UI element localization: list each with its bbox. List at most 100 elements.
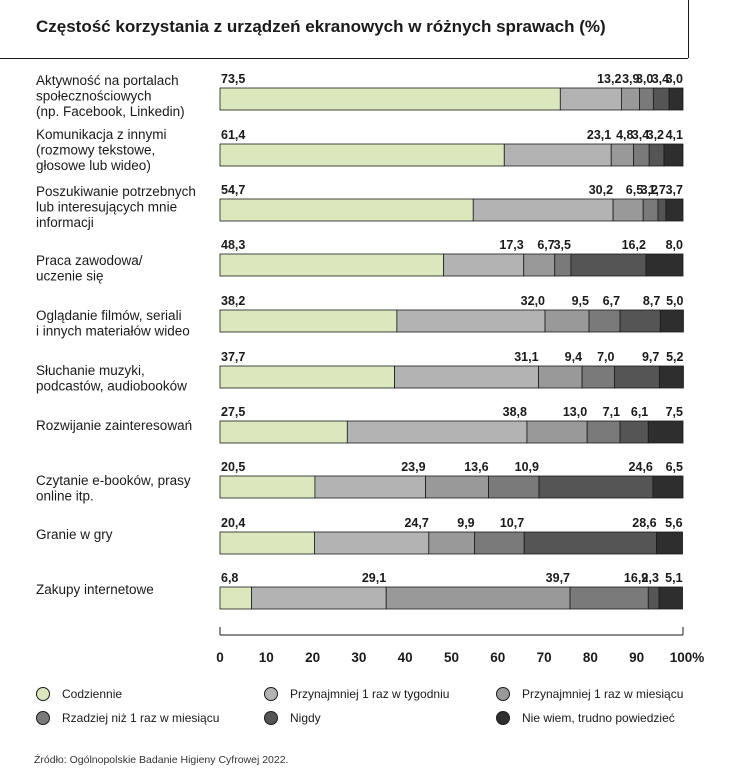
x-tick-label: 80 (583, 650, 598, 665)
category-label-line: Słuchanie muzyki, (36, 363, 145, 378)
bar-segment (219, 198, 474, 222)
legend-label: Przynajmniej 1 raz w tygodniu (290, 687, 450, 701)
value-label: 3,4 (652, 72, 669, 86)
category-label: Komunikacja z innymi (rozmowy tekstowe, gł… (36, 127, 167, 173)
bar-segment (314, 531, 430, 555)
category-label: Poszukiwanie potrzebnych lub interesujący… (36, 184, 196, 230)
value-label: 23,1 (587, 128, 611, 142)
x-tick-label: 90 (629, 650, 644, 665)
value-label: 1,7 (648, 183, 665, 197)
value-label: 9,5 (572, 294, 589, 308)
category-label-line: głosowe lub wideo) (36, 158, 151, 173)
value-label: 16,2 (622, 238, 646, 252)
value-label: 2,3 (642, 571, 659, 585)
value-label: 30,2 (589, 183, 613, 197)
value-label: 7,1 (603, 405, 620, 419)
bar-segment (665, 198, 684, 222)
category-label-line: Czytanie e-booków, prasy (36, 473, 191, 488)
legend-label: Codziennie (62, 687, 123, 701)
bar-segment (544, 309, 590, 333)
category-label-line: (np. Facebook, Linkedin) (36, 104, 185, 119)
value-label: 6,1 (631, 405, 648, 419)
bar-segment (652, 475, 684, 499)
category-label-line: Komunikacja z innymi (36, 127, 167, 142)
value-label: 31,1 (514, 350, 538, 364)
value-label: 61,4 (221, 128, 245, 142)
value-label: 38,8 (503, 405, 527, 419)
bar-segment (663, 143, 684, 167)
value-label: 5,6 (665, 516, 682, 530)
category-label: Zakupy internetowe (36, 582, 154, 597)
value-label: 54,7 (221, 183, 245, 197)
bar-segment (538, 365, 583, 389)
legend-item: Nigdy (264, 711, 321, 725)
category-label-line: Praca zawodowa/ (36, 253, 143, 268)
category-label-line: społecznościowych (36, 89, 152, 104)
value-label: 5,0 (666, 294, 683, 308)
legend-item: Przynajmniej 1 raz w miesiącu (496, 687, 683, 701)
category-label-line: informacji (36, 215, 94, 230)
category-label: Granie w gry (36, 527, 113, 542)
value-label: 13,6 (464, 460, 488, 474)
legend-label: Rzadziej niż 1 raz w miesiącu (62, 711, 220, 725)
value-label: 3,2 (647, 128, 664, 142)
value-label: 3,5 (554, 238, 571, 252)
bar-segment (614, 365, 660, 389)
bar-segment (658, 365, 684, 389)
legend-swatch (496, 711, 510, 725)
bar-segment (586, 420, 621, 444)
bar-segment (219, 531, 315, 555)
value-label: 28,6 (632, 516, 656, 530)
header-frame-bottom-line (0, 0, 688, 59)
legend-item: Rzadziej niż 1 raz w miesiącu (36, 711, 219, 725)
bar-segment (219, 586, 252, 610)
bar-segment (526, 420, 588, 444)
bar-segment (581, 365, 615, 389)
x-tick-label: 50 (444, 650, 459, 665)
x-tick-label: 0 (216, 650, 224, 665)
value-label: 23,9 (401, 460, 425, 474)
category-label-line: Zakupy internetowe (36, 582, 154, 597)
value-label: 20,4 (221, 516, 245, 530)
category-label: Aktywność na portalach społecznościowych(… (36, 73, 185, 119)
bar-segment (251, 586, 387, 610)
bar-segment (474, 531, 525, 555)
legend-item: Nie wiem, trudno powiedzieć (496, 711, 675, 725)
value-label: 3,2 (641, 183, 658, 197)
category-label-line: Granie w gry (36, 527, 113, 542)
bar-segment (612, 198, 644, 222)
bar-segment (570, 253, 647, 277)
value-label: 4,8 (616, 128, 633, 142)
category-label-line: podcastów, audiobooków (36, 379, 187, 394)
value-label: 17,3 (499, 238, 523, 252)
legend-label: Przynajmniej 1 raz w miesiącu (522, 687, 684, 701)
value-label: 8,7 (643, 294, 660, 308)
category-label: Praca zawodowa/uczenie się (36, 253, 143, 284)
value-label: 5,2 (666, 350, 683, 364)
bar-segment (523, 253, 556, 277)
bar-segment (523, 531, 658, 555)
bar-segment (219, 365, 395, 389)
bar-segment (219, 420, 348, 444)
value-label: 5,1 (665, 571, 682, 585)
bar-segment (396, 309, 546, 333)
bar-segment (219, 309, 398, 333)
category-label: Rozwijanie zainteresowań (36, 418, 192, 433)
category-label-line: Rozwijanie zainteresowań (36, 418, 192, 433)
value-label: 10,7 (500, 516, 524, 530)
value-label: 10,9 (515, 460, 539, 474)
bar-segment (219, 87, 561, 111)
x-tick-label: 30 (351, 650, 366, 665)
legend-item: Przynajmniej 1 raz w tygodniu (264, 687, 449, 701)
value-label: 3,0 (666, 72, 683, 86)
value-label: 4,1 (666, 128, 683, 142)
bar-segment (219, 143, 505, 167)
value-label: 6,7 (537, 238, 554, 252)
bar-segment (488, 475, 540, 499)
bar-segment (647, 420, 684, 444)
category-label-line: (rozmowy tekstowe, (36, 143, 155, 158)
value-label: 6,5 (666, 460, 683, 474)
legend-swatch (36, 687, 50, 701)
chart-title: Częstość korzystania z urządzeń ekranowy… (36, 17, 606, 36)
bar-segment (588, 309, 621, 333)
